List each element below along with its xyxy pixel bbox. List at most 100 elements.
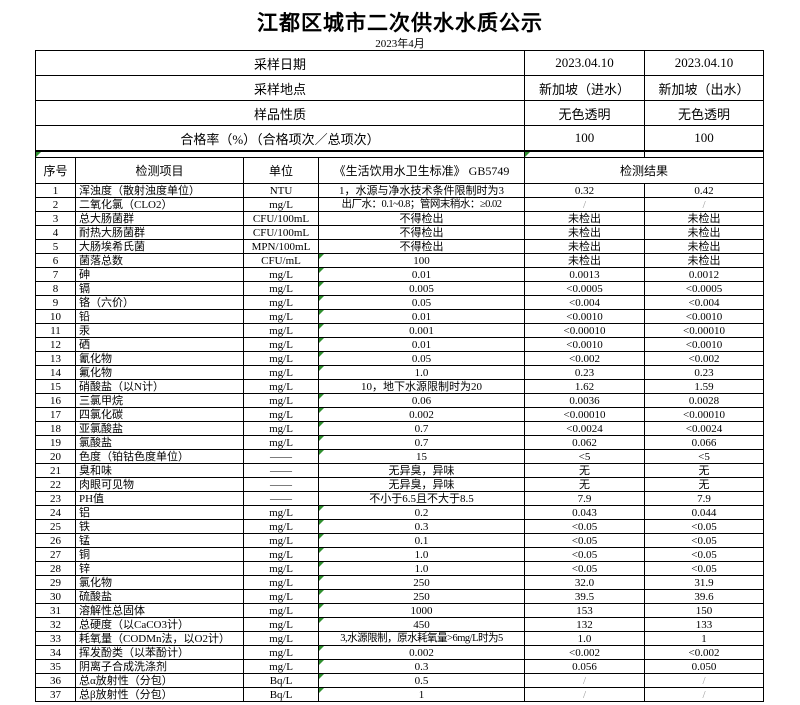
result-outlet-cell: 1 [644,631,764,646]
unit-cell: mg/L [243,561,319,576]
result-inlet-cell: <0.05 [524,533,645,548]
standard-cell: 1，水源与净水技术条件限制时为3 [318,183,525,198]
standard-cell: 0.01 [318,309,525,324]
result-outlet-cell: <0.002 [644,351,764,366]
table-row: 18 亚氯酸盐 mg/L 0.7 <0.0024 <0.0024 [35,421,764,436]
result-outlet-cell: <0.0010 [644,309,764,324]
unit-cell: mg/L [243,519,319,534]
standard-cell: 0.001 [318,323,525,338]
item-name-cell: 铅 [75,309,244,324]
sample-nature-row: 样品性质 无色透明 无色透明 [35,100,764,126]
row-number-cell: 11 [35,323,76,338]
item-name-cell: 总α放射性（分包） [75,673,244,688]
result-inlet-cell: <0.05 [524,547,645,562]
page-subtitle: 2023年4月 [375,38,425,50]
table-row: 27 铜 mg/L 1.0 <0.05 <0.05 [35,547,764,562]
row-number-cell: 28 [35,561,76,576]
row-number-cell: 27 [35,547,76,562]
row-number-cell: 6 [35,253,76,268]
sample-location-inlet: 新加坡（进水） [524,75,645,101]
standard-cell: 10，地下水源限制时为20 [318,379,525,394]
standard-cell: 0.002 [318,407,525,422]
item-name-cell: 浑浊度（散射浊度单位） [75,183,244,198]
unit-cell: mg/L [243,547,319,562]
table-row: 19 氯酸盐 mg/L 0.7 0.062 0.066 [35,435,764,450]
table-row: 4 耐热大肠菌群 CFU/100mL 不得检出 未检出 未检出 [35,225,764,240]
table-row: 10 铅 mg/L 0.01 <0.0010 <0.0010 [35,309,764,324]
sample-info-table: 采样日期 2023.04.10 2023.04.10 采样地点 新加坡（进水） … [35,50,764,151]
row-number-cell: 21 [35,463,76,478]
result-outlet-cell: / [644,673,764,688]
unit-cell: mg/L [243,365,319,380]
pass-rate-outlet: 100 [644,125,764,151]
result-inlet-cell: 0.32 [524,183,645,198]
unit-cell: mg/L [243,323,319,338]
result-outlet-cell: <0.05 [644,533,764,548]
unit-cell: mg/L [243,295,319,310]
standard-cell: 0.01 [318,337,525,352]
result-outlet-cell: 7.9 [644,491,764,506]
item-name-cell: 亚氯酸盐 [75,421,244,436]
result-outlet-cell: <0.00010 [644,323,764,338]
unit-cell: mg/L [243,351,319,366]
item-name-cell: PH值 [75,491,244,506]
unit-cell: mg/L [243,281,319,296]
row-number-cell: 36 [35,673,76,688]
row-number-cell: 1 [35,183,76,198]
unit-cell: MPN/100mL [243,239,319,254]
row-number-cell: 15 [35,379,76,394]
results-table: 序号 检测项目 单位 《生活饮用水卫生标准》 GB5749 检测结果 1 浑浊度（… [35,151,764,702]
standard-cell: 不小于6.5且不大于8.5 [318,491,525,506]
standard-cell: 无异臭，异味 [318,477,525,492]
result-inlet-cell: 1.62 [524,379,645,394]
result-inlet-cell: 0.0013 [524,267,645,282]
result-inlet-cell: <0.00010 [524,407,645,422]
row-number-cell: 13 [35,351,76,366]
row-number-cell: 30 [35,589,76,604]
unit-cell: mg/L [243,631,319,646]
header-unit: 单位 [243,157,319,184]
spacer-cell-a [524,151,645,158]
result-outlet-cell: <0.004 [644,295,764,310]
table-row: 35 阴离子合成洗涤剂 mg/L 0.3 0.056 0.050 [35,659,764,674]
standard-cell: 不得检出 [318,211,525,226]
result-outlet-cell: <0.0010 [644,337,764,352]
row-number-cell: 19 [35,435,76,450]
row-number-cell: 33 [35,631,76,646]
table-row: 29 氯化物 mg/L 250 32.0 31.9 [35,575,764,590]
row-number-cell: 25 [35,519,76,534]
table-row: 15 硝酸盐（以N计） mg/L 10，地下水源限制时为20 1.62 1.59 [35,379,764,394]
spacer-cell-left [35,151,525,158]
result-outlet-cell: 未检出 [644,239,764,254]
item-name-cell: 铬（六价） [75,295,244,310]
table-row: 17 四氯化碳 mg/L 0.002 <0.00010 <0.00010 [35,407,764,422]
item-name-cell: 锰 [75,533,244,548]
table-row: 26 锰 mg/L 0.1 <0.05 <0.05 [35,533,764,548]
item-name-cell: 色度（铂钴色度单位） [75,449,244,464]
row-number-cell: 16 [35,393,76,408]
standard-cell: 1.0 [318,561,525,576]
result-inlet-cell: 未检出 [524,239,645,254]
row-number-cell: 34 [35,645,76,660]
result-outlet-cell: 0.044 [644,505,764,520]
unit-cell: mg/L [243,421,319,436]
result-outlet-cell: 0.42 [644,183,764,198]
result-inlet-cell: 153 [524,603,645,618]
standard-cell: 0.002 [318,645,525,660]
item-name-cell: 氰化物 [75,351,244,366]
item-name-cell: 硝酸盐（以N计） [75,379,244,394]
unit-cell: mg/L [243,435,319,450]
sample-location-outlet: 新加坡（出水） [644,75,764,101]
standard-cell: 0.1 [318,533,525,548]
item-name-cell: 四氯化碳 [75,407,244,422]
result-outlet-cell: 39.6 [644,589,764,604]
item-name-cell: 臭和味 [75,463,244,478]
table-row: 37 总β放射性（分包） Bq/L 1// [35,687,764,702]
item-name-cell: 氟化物 [75,365,244,380]
result-inlet-cell: 0.062 [524,435,645,450]
result-outlet-cell: <0.0005 [644,281,764,296]
unit-cell: —— [243,463,319,478]
item-name-cell: 氯酸盐 [75,435,244,450]
item-name-cell: 硫酸盐 [75,589,244,604]
